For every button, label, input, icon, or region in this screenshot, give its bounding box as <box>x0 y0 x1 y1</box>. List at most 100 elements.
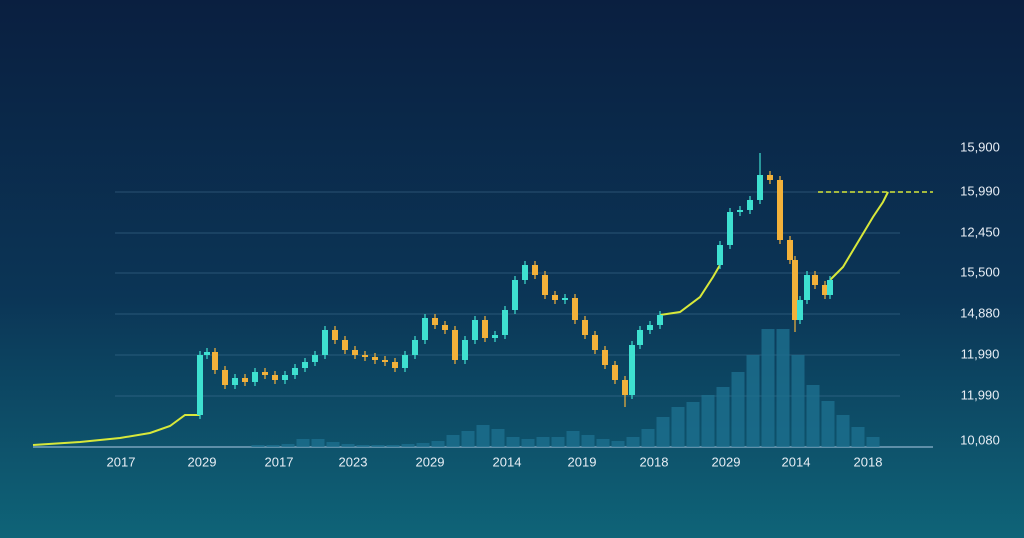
candle-body <box>452 330 458 360</box>
volume-bar <box>776 329 790 447</box>
y-tick-label: 15,500 <box>960 264 1000 279</box>
volume-bar <box>836 415 850 447</box>
candle-body <box>352 350 358 355</box>
candle-body <box>629 345 635 395</box>
candle-body <box>197 355 203 415</box>
volume-bar <box>626 437 640 447</box>
candle-body <box>232 378 238 385</box>
candle-body <box>777 180 783 240</box>
volume-bar <box>326 442 340 447</box>
x-tick-label: 2017 <box>265 454 294 469</box>
candle-body <box>432 318 438 325</box>
candle-body <box>262 372 268 375</box>
candle-body <box>572 298 578 320</box>
volume-bar <box>791 355 805 447</box>
candle-body <box>322 330 328 355</box>
x-tick-label: 2014 <box>493 454 522 469</box>
candle-body <box>272 375 278 380</box>
candle-body <box>717 245 723 265</box>
x-tick-label: 2029 <box>712 454 741 469</box>
candle-body <box>737 210 743 212</box>
candle-body <box>602 350 608 365</box>
x-tick-label: 2014 <box>782 454 811 469</box>
volume-bar <box>686 402 700 447</box>
plot: 10,080 11,990 11,990 14,880 15,500 12,450 15,9… <box>32 139 1000 469</box>
price-line <box>829 191 889 281</box>
y-tick-label: 10,080 <box>960 432 1000 447</box>
y-tick-label: 11,990 <box>961 387 1000 402</box>
candle-body <box>204 352 210 355</box>
volume-bar <box>341 444 355 447</box>
volume-bar <box>461 431 475 447</box>
volume-bar <box>281 444 295 447</box>
candle-body <box>822 285 828 295</box>
volume-bar <box>851 427 865 447</box>
volume-bar <box>521 439 535 447</box>
candle-body <box>302 362 308 368</box>
volume-bar <box>866 437 880 447</box>
y-tick-label: 15,990 <box>960 183 1000 198</box>
volume-bar <box>416 443 430 447</box>
volume-bar <box>491 429 505 447</box>
candle-body <box>552 295 558 300</box>
volume-bar <box>671 407 685 447</box>
candle-body <box>797 300 803 320</box>
volume-bar <box>536 437 550 447</box>
volume-bar <box>731 372 745 447</box>
price-line <box>32 414 200 446</box>
volume-bar <box>506 437 520 447</box>
x-tick-label: 2023 <box>339 454 368 469</box>
volume-bar <box>581 435 595 447</box>
candle-body <box>512 280 518 310</box>
candle-body <box>422 318 428 340</box>
volume-bar <box>701 395 715 447</box>
volume-bar <box>251 445 265 447</box>
candle-body <box>612 365 618 380</box>
candle-body <box>362 355 368 357</box>
volume-bar <box>551 437 565 447</box>
candle-body <box>767 175 773 180</box>
volume-bar <box>401 444 415 447</box>
x-tick-label: 2029 <box>416 454 445 469</box>
volume-bar <box>476 425 490 447</box>
volume-bar <box>371 445 385 447</box>
candle-body <box>402 355 408 368</box>
candle-body <box>647 325 653 330</box>
volume-bar <box>746 355 760 447</box>
candle-body <box>592 335 598 350</box>
x-tick-label: 2017 <box>107 454 136 469</box>
x-tick-label: 2018 <box>640 454 669 469</box>
volume-bar <box>356 445 370 447</box>
volume-bar <box>266 445 280 447</box>
x-tick-label: 2029 <box>188 454 217 469</box>
candle-body <box>382 360 388 362</box>
volume-bar <box>656 417 670 447</box>
candle-body <box>502 310 508 335</box>
candle-body <box>412 340 418 355</box>
candle-body <box>252 372 258 382</box>
candle-body <box>542 275 548 295</box>
volume-bar <box>761 329 775 447</box>
candle-body <box>747 200 753 210</box>
candle-body <box>282 375 288 380</box>
candle-body <box>757 175 763 200</box>
candle-body <box>812 275 818 285</box>
candle-body <box>804 275 810 300</box>
candle-body <box>622 380 628 395</box>
candle-body <box>472 320 478 340</box>
candle-body <box>312 355 318 362</box>
volume-bar <box>566 431 580 447</box>
candle-body <box>827 280 833 295</box>
volume-bar <box>446 435 460 447</box>
candle-body <box>342 340 348 350</box>
volume-bar <box>716 387 730 447</box>
volume-bar <box>611 441 625 447</box>
candle-body <box>212 352 218 370</box>
volume-bar <box>596 439 610 447</box>
candle-body <box>562 298 568 300</box>
candle-body <box>242 378 248 382</box>
candle-body <box>392 362 398 368</box>
y-tick-label: 14,880 <box>960 305 1000 320</box>
